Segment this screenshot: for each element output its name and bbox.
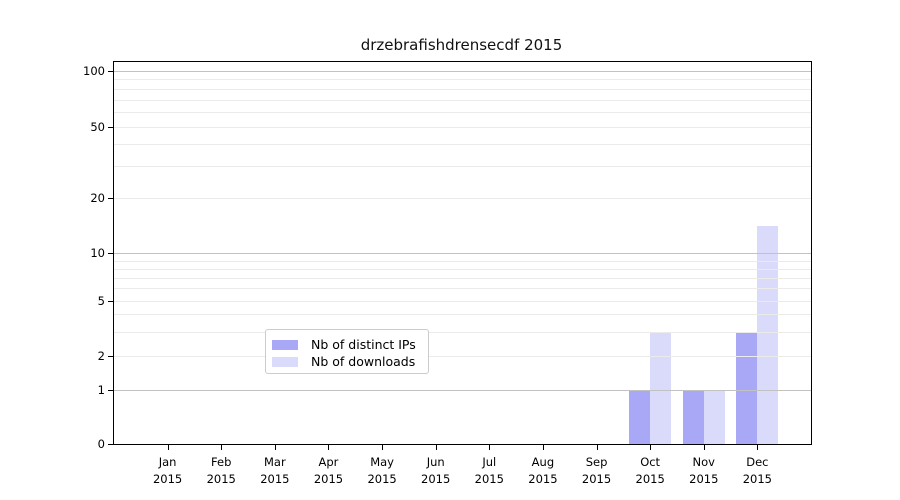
gridline-8 xyxy=(114,268,811,270)
y-tick-label-10: 10 xyxy=(90,246,105,261)
x-tick-label-mar: Mar 2015 xyxy=(260,455,290,486)
x-tick-mark-dec xyxy=(757,445,759,450)
legend-swatch-distinct-ips xyxy=(272,339,298,350)
x-tick-mark-mar xyxy=(274,445,276,450)
x-tick-label-feb: Feb 2015 xyxy=(206,455,236,486)
y-tick-label-50: 50 xyxy=(90,119,105,134)
x-tick-label-apr: Apr 2015 xyxy=(313,455,344,486)
gridline-2 xyxy=(114,355,811,357)
legend-label-downloads: Nb of downloads xyxy=(311,354,416,369)
gridline-70 xyxy=(114,99,811,101)
gridline-4 xyxy=(114,314,811,316)
y-tick-label-5: 5 xyxy=(97,294,105,309)
legend-swatch-downloads xyxy=(272,356,298,367)
gridline-50 xyxy=(114,126,811,128)
gridline-20 xyxy=(114,197,811,199)
x-tick-mark-sep xyxy=(596,445,598,450)
legend: Nb of distinct IPs Nb of downloads xyxy=(265,329,429,374)
legend-item-distinct-ips: Nb of distinct IPs xyxy=(272,336,428,353)
gridline-9 xyxy=(114,260,811,262)
x-tick-mark-aug xyxy=(542,445,544,450)
x-tick-mark-apr xyxy=(328,445,330,450)
x-tick-label-nov: Nov 2015 xyxy=(689,455,719,486)
x-tick-label-aug: Aug 2015 xyxy=(528,455,558,486)
y-tick-label-2: 2 xyxy=(97,348,105,363)
gridline-7 xyxy=(114,277,811,279)
x-tick-mark-jul xyxy=(489,445,491,450)
y-tick-label-20: 20 xyxy=(90,190,105,205)
gridline-5 xyxy=(114,301,811,303)
bar-distinct-ips-dec xyxy=(736,331,758,444)
x-tick-label-sep: Sep 2015 xyxy=(581,455,612,486)
gridline-6 xyxy=(114,288,811,290)
gridline-80 xyxy=(114,88,811,90)
y-tick-label-0: 0 xyxy=(97,437,105,451)
y-tick-label-1: 1 xyxy=(97,383,105,398)
x-tick-mark-feb xyxy=(221,445,223,450)
x-tick-mark-may xyxy=(382,445,384,450)
x-tick-label-jun: Jun 2015 xyxy=(421,455,451,486)
gridline-40 xyxy=(114,143,811,145)
bar-distinct-ips-oct xyxy=(629,390,651,444)
y-tick-mark-5 xyxy=(108,301,113,303)
bar-downloads-nov xyxy=(703,390,725,444)
y-tick-mark-0 xyxy=(108,444,113,445)
x-tick-mark-jan xyxy=(167,445,169,450)
x-tick-label-dec: Dec 2015 xyxy=(742,455,773,486)
chart-title: drzebrafishdrensecdf 2015 xyxy=(360,36,563,54)
y-tick-mark-100 xyxy=(108,71,113,72)
x-tick-mark-nov xyxy=(703,445,705,450)
y-tick-mark-50 xyxy=(108,126,113,128)
legend-item-downloads: Nb of downloads xyxy=(272,353,428,370)
x-tick-label-oct: Oct 2015 xyxy=(635,455,665,486)
y-tick-label-100: 100 xyxy=(83,64,105,78)
legend-label-distinct-ips: Nb of distinct IPs xyxy=(311,337,416,352)
x-tick-label-may: May 2015 xyxy=(367,455,397,486)
bar-downloads-oct xyxy=(650,331,672,444)
gridline-60 xyxy=(114,112,811,114)
y-tick-mark-2 xyxy=(108,355,113,357)
y-tick-mark-20 xyxy=(108,197,113,199)
gridline-3 xyxy=(114,331,811,333)
y-tick-mark-1 xyxy=(108,390,113,392)
bar-downloads-dec xyxy=(757,226,779,444)
x-tick-mark-oct xyxy=(650,445,652,450)
bar-distinct-ips-nov xyxy=(682,390,704,444)
gridline-30 xyxy=(114,166,811,168)
gridline-90 xyxy=(114,79,811,81)
gridline-100 xyxy=(114,71,811,72)
plot-area: 0 1 2 5 10 20 50 100 Jan 2015 Feb 2015 Mar 2015 Apr 201… xyxy=(83,61,812,486)
x-tick-label-jan: Jan 2015 xyxy=(152,455,183,486)
y-tick-mark-10 xyxy=(108,253,113,255)
gridline-10 xyxy=(114,253,811,255)
x-tick-label-jul: Jul 2015 xyxy=(474,455,504,486)
x-tick-mark-jun xyxy=(435,445,437,450)
